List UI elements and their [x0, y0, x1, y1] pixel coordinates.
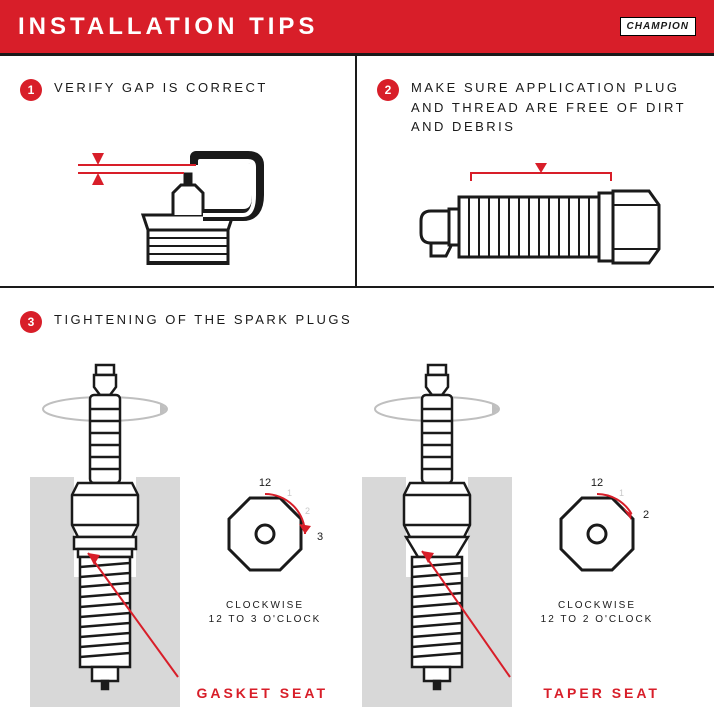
dial-12-label: 12	[591, 477, 603, 489]
brand-logo: CHAMPION	[620, 17, 696, 36]
seat-row: 12 3 1 2 CLOCKWISE 12 TO 3 O'CLOCK	[20, 347, 694, 707]
gasket-dial: 12 3 1 2 CLOCKWISE 12 TO 3 O'CLOCK	[180, 474, 350, 707]
taper-dial-caption: CLOCKWISE 12 TO 2 O'CLOCK	[512, 599, 682, 627]
caption-line: 12 TO 2 O'CLOCK	[512, 613, 682, 627]
step-number-badge: 1	[20, 79, 42, 101]
svg-text:1: 1	[287, 488, 292, 498]
page-title: INSTALLATION TIPS	[18, 13, 318, 41]
gasket-dial-caption: CLOCKWISE 12 TO 3 O'CLOCK	[180, 599, 350, 627]
top-row: 1 VERIFY GAP IS CORRECT	[0, 56, 714, 286]
step-2-text: MAKE SURE APPLICATION PLUG AND THREAD AR…	[411, 78, 694, 137]
taper-seat-label: TAPER SEAT	[543, 685, 660, 701]
step-number-badge: 2	[377, 79, 399, 101]
thread-illustration	[377, 151, 694, 281]
gasket-seat-label: GASKET SEAT	[196, 685, 328, 701]
caption-line: CLOCKWISE	[512, 599, 682, 613]
caption-line: CLOCKWISE	[180, 599, 350, 613]
caption-line: 12 TO 3 O'CLOCK	[180, 613, 350, 627]
svg-text:2: 2	[305, 506, 310, 516]
taper-plug-illustration	[362, 347, 512, 707]
panel-step-2: 2 MAKE SURE APPLICATION PLUG AND THREAD …	[357, 56, 714, 286]
gap-illustration	[20, 115, 335, 265]
step-1-header: 1 VERIFY GAP IS CORRECT	[20, 78, 335, 101]
dial-side-label: 2	[643, 509, 649, 521]
step-2-header: 2 MAKE SURE APPLICATION PLUG AND THREAD …	[377, 78, 694, 137]
taper-dial: 12 2 1 CLOCKWISE 12 TO 2 O'CLOCK	[512, 474, 682, 707]
dial-side-label: 3	[317, 531, 323, 543]
dial-12-label: 12	[259, 477, 271, 489]
taper-seat-col: 12 2 1 CLOCKWISE 12 TO 2 O'CLOCK TAPER S…	[362, 347, 684, 707]
gasket-plug-illustration	[30, 347, 180, 707]
step-3-text: TIGHTENING OF THE SPARK PLUGS	[54, 310, 352, 330]
svg-text:1: 1	[619, 488, 624, 498]
header-bar: INSTALLATION TIPS CHAMPION	[0, 0, 714, 56]
gasket-seat-col: 12 3 1 2 CLOCKWISE 12 TO 3 O'CLOCK	[30, 347, 352, 707]
step-1-text: VERIFY GAP IS CORRECT	[54, 78, 268, 98]
panel-step-3: 3 TIGHTENING OF THE SPARK PLUGS	[0, 286, 714, 707]
panel-step-1: 1 VERIFY GAP IS CORRECT	[0, 56, 357, 286]
step-3-header: 3 TIGHTENING OF THE SPARK PLUGS	[20, 310, 694, 333]
step-number-badge: 3	[20, 311, 42, 333]
